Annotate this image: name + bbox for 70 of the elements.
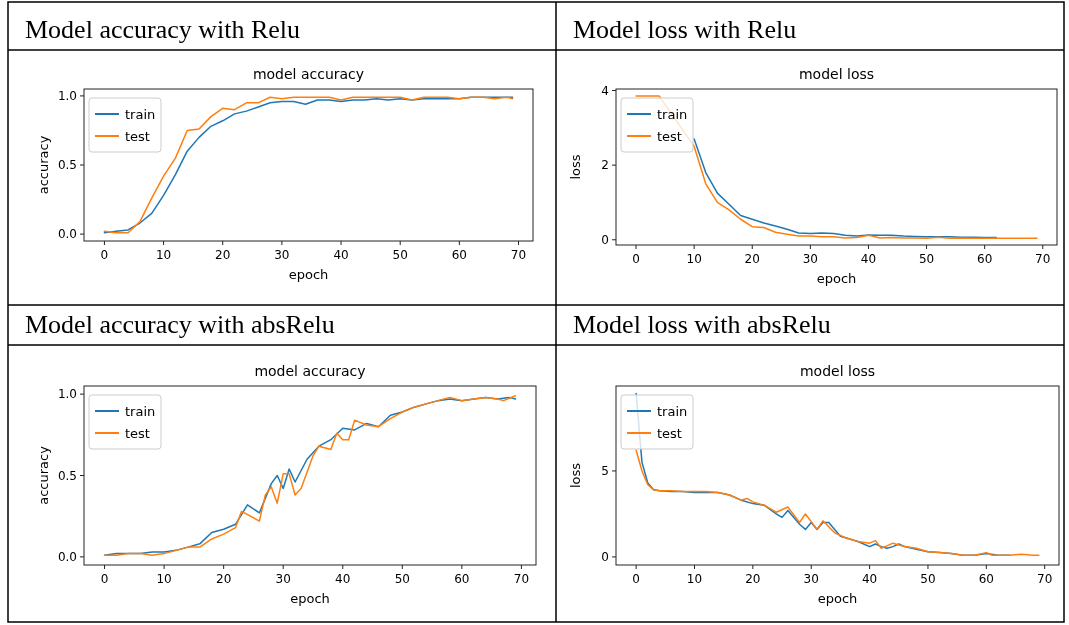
y-axis-title: loss <box>568 154 583 180</box>
x-tick-label: 50 <box>920 572 936 586</box>
chart-title: Model loss with absRelu <box>573 310 831 339</box>
x-tick-label: 70 <box>513 572 530 586</box>
y-axis-title: accuracy <box>36 445 51 505</box>
chart-subtitle: model accuracy <box>254 363 366 379</box>
x-axis-title: epoch <box>817 591 858 606</box>
x-tick-label: 50 <box>392 248 408 262</box>
y-tick-label: 4 <box>601 83 609 98</box>
x-tick-label: 40 <box>860 252 877 266</box>
y-tick-label: 0 <box>601 232 609 247</box>
x-tick-label: 30 <box>803 572 819 586</box>
legend-label: train <box>125 106 156 122</box>
x-tick-label: 30 <box>274 248 290 262</box>
x-tick-label: 40 <box>335 572 351 586</box>
x-tick-label: 20 <box>215 248 231 262</box>
x-tick-label: 20 <box>745 572 761 586</box>
x-tick-label: 20 <box>216 572 232 586</box>
x-tick-label: 60 <box>978 572 994 586</box>
y-tick-label: 1.0 <box>57 387 77 402</box>
x-tick-label: 0 <box>632 252 640 266</box>
y-tick-label: 1.0 <box>57 89 77 104</box>
x-axis-title: epoch <box>288 267 329 282</box>
line-series <box>635 95 1038 240</box>
x-tick-label: 10 <box>686 572 703 586</box>
y-tick-label: 2 <box>601 158 609 173</box>
x-tick-label: 30 <box>802 252 818 266</box>
y-tick-label: 5 <box>601 464 609 479</box>
legend-label: train <box>657 403 688 419</box>
x-tick-label: 20 <box>744 252 760 266</box>
y-tick-label: 0.5 <box>57 158 77 173</box>
x-tick-label: 10 <box>686 252 702 266</box>
x-tick-label: 60 <box>451 248 467 262</box>
legend-label: train <box>125 403 156 419</box>
x-tick-label: 60 <box>454 572 470 586</box>
x-tick-label: 10 <box>156 572 172 586</box>
chart-subtitle: model loss <box>798 66 875 82</box>
x-tick-label: 70 <box>1035 252 1051 266</box>
y-axis-title: loss <box>568 462 583 489</box>
y-tick-label: 0.0 <box>57 550 77 565</box>
x-tick-label: 40 <box>333 248 349 262</box>
x-tick-label: 70 <box>1037 572 1053 586</box>
x-axis-title: epoch <box>816 271 857 286</box>
legend-label: test <box>125 425 150 441</box>
x-tick-label: 0 <box>100 248 109 262</box>
y-tick-label: 0.5 <box>57 468 77 483</box>
legend-label: test <box>657 425 682 441</box>
x-tick-label: 0 <box>632 572 640 586</box>
chart-title: Model accuracy with Relu <box>25 15 301 44</box>
x-tick-label: 50 <box>918 252 935 266</box>
chart-subtitle: model accuracy <box>252 66 365 82</box>
line-series <box>693 138 998 239</box>
x-tick-label: 30 <box>275 572 291 586</box>
x-tick-label: 10 <box>155 248 172 262</box>
y-tick-label: 0 <box>601 550 609 565</box>
legend-label: test <box>125 128 150 144</box>
y-axis-title: accuracy <box>36 135 51 195</box>
x-tick-label: 60 <box>977 252 993 266</box>
x-tick-label: 70 <box>510 248 527 262</box>
legend-label: test <box>657 128 682 144</box>
legend-label: train <box>657 106 688 122</box>
line-series <box>635 449 1040 556</box>
x-tick-label: 50 <box>394 572 410 586</box>
x-tick-label: 0 <box>100 572 109 586</box>
y-tick-label: 0.0 <box>57 227 77 242</box>
chart-subtitle: model loss <box>799 363 876 379</box>
chart-title: Model accuracy with absRelu <box>25 310 335 339</box>
chart-title: Model loss with Relu <box>573 15 797 44</box>
x-tick-label: 40 <box>861 572 878 586</box>
x-axis-title: epoch <box>290 591 330 606</box>
